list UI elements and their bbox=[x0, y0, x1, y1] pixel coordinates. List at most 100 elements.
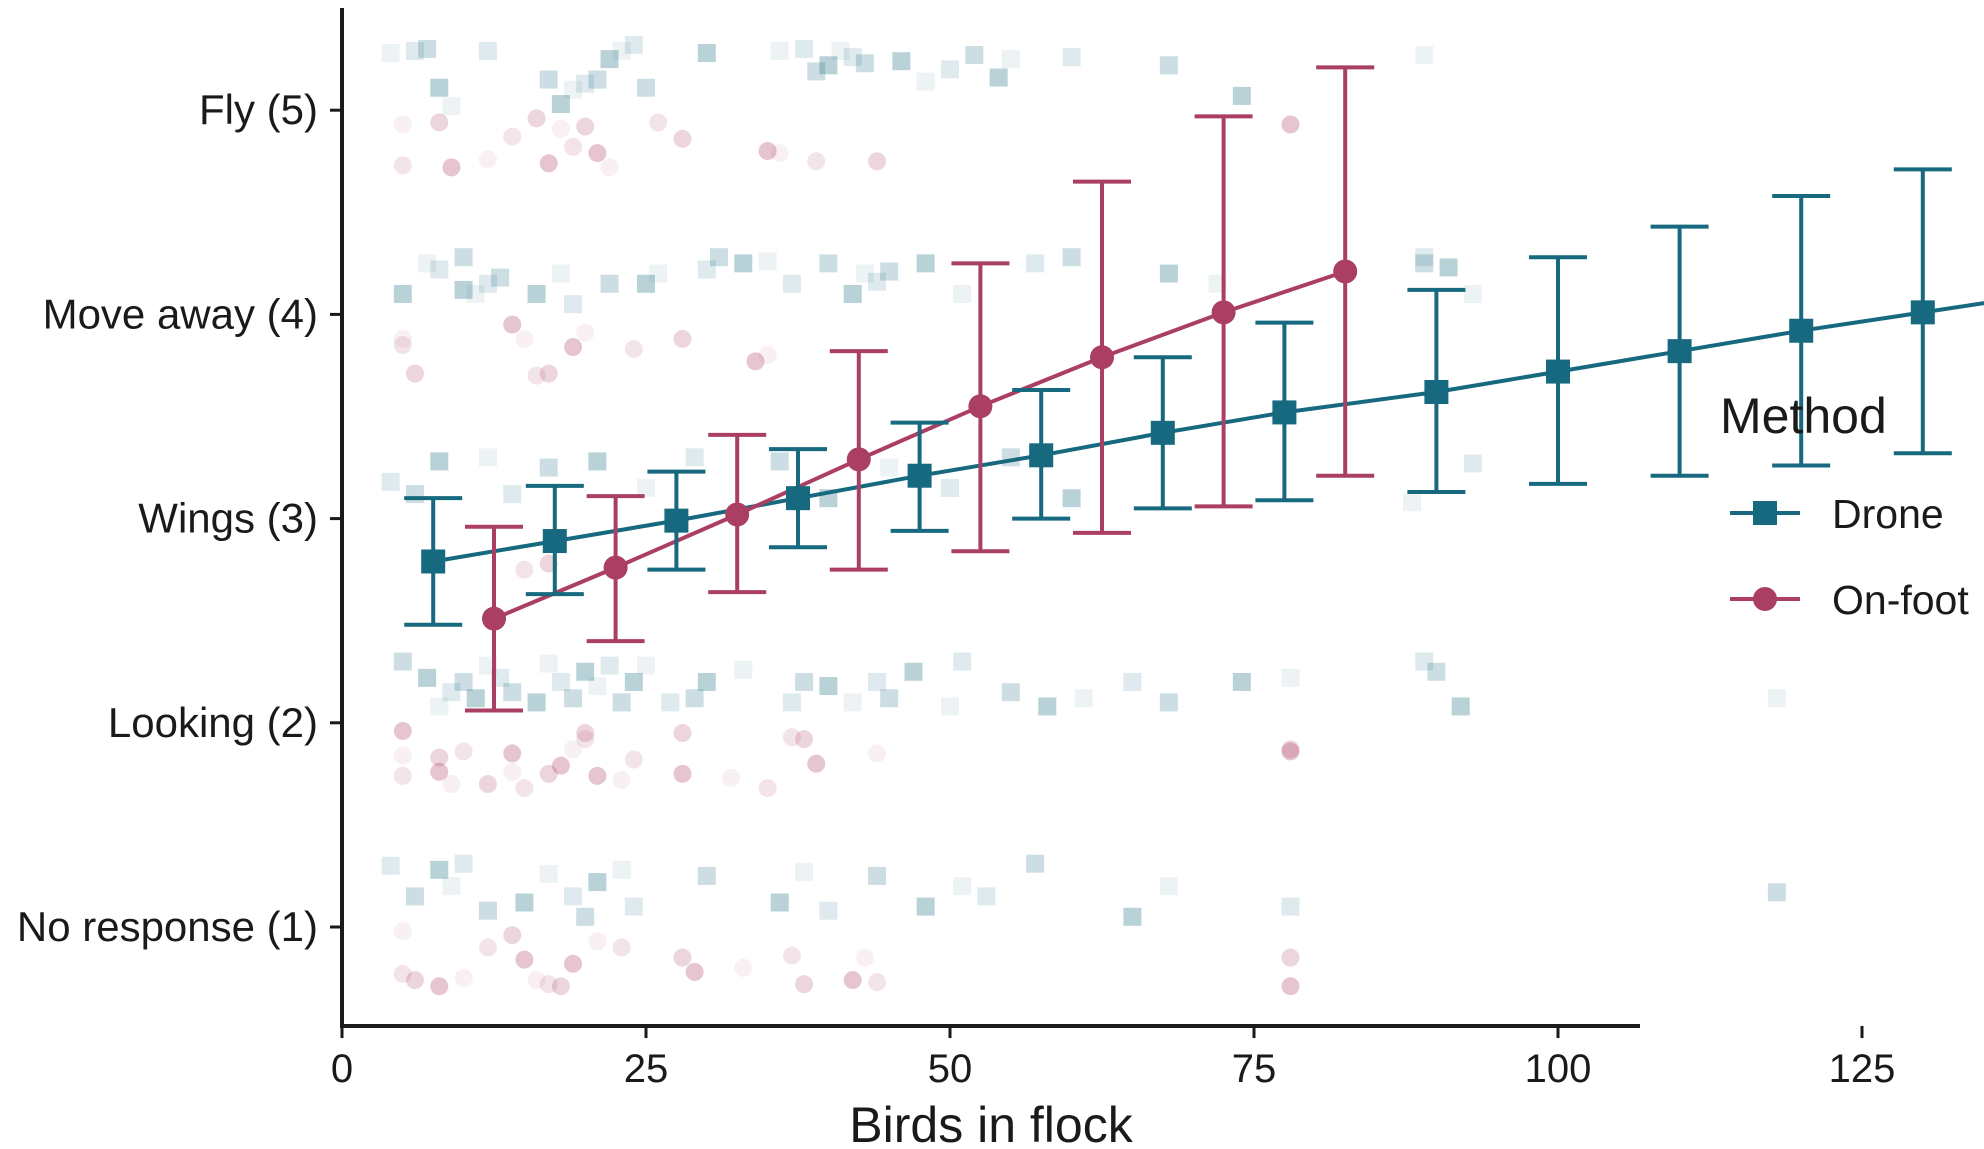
raw-point-drone bbox=[807, 62, 826, 81]
raw-point-drone bbox=[612, 860, 631, 879]
raw-point-drone bbox=[1062, 248, 1081, 267]
raw-point-on-foot bbox=[527, 366, 546, 385]
raw-point-drone bbox=[819, 901, 838, 920]
fitted-point-on-foot bbox=[846, 447, 871, 472]
fitted-point-drone bbox=[1150, 420, 1175, 445]
raw-point-on-foot bbox=[515, 560, 534, 579]
raw-point-drone bbox=[600, 50, 619, 69]
raw-point-drone bbox=[478, 274, 497, 293]
raw-point-drone bbox=[758, 252, 777, 271]
raw-point-on-foot bbox=[551, 119, 570, 138]
raw-point-drone bbox=[564, 689, 583, 708]
raw-point-on-foot bbox=[503, 762, 522, 781]
raw-point-on-foot bbox=[503, 127, 522, 146]
raw-point-on-foot bbox=[564, 137, 583, 156]
raw-point-on-foot bbox=[454, 742, 473, 761]
fitted-point-drone bbox=[1272, 400, 1297, 425]
raw-point-on-foot bbox=[807, 754, 826, 773]
raw-point-drone bbox=[1001, 683, 1020, 702]
y-tick-label: Fly (5) bbox=[199, 86, 318, 133]
raw-point-on-foot bbox=[758, 142, 777, 161]
raw-point-on-foot bbox=[673, 329, 692, 348]
raw-point-on-foot bbox=[564, 954, 583, 973]
raw-point-drone bbox=[734, 660, 753, 679]
raw-point-on-foot bbox=[551, 756, 570, 775]
raw-point-drone bbox=[697, 260, 716, 279]
x-ticks: 0255075100125150 bbox=[331, 1026, 1895, 1091]
raw-point-on-foot bbox=[782, 946, 801, 965]
fitted-point-drone bbox=[421, 549, 446, 574]
raw-point-on-foot bbox=[746, 352, 765, 371]
legend-label: On-foot bbox=[1832, 577, 1969, 623]
raw-point-on-foot bbox=[405, 971, 424, 990]
raw-point-on-foot bbox=[1281, 977, 1300, 996]
fitted-point-on-foot bbox=[482, 606, 506, 631]
raw-point-drone bbox=[503, 683, 522, 702]
raw-point-drone bbox=[795, 39, 814, 58]
raw-point-drone bbox=[539, 654, 558, 673]
raw-point-drone bbox=[576, 907, 595, 926]
raw-point-drone bbox=[551, 95, 570, 114]
raw-point-drone bbox=[1074, 689, 1093, 708]
raw-point-drone bbox=[381, 856, 400, 875]
raw-point-drone bbox=[953, 284, 972, 303]
raw-point-drone bbox=[1232, 672, 1251, 691]
raw-point-drone bbox=[418, 254, 437, 273]
raw-point-drone bbox=[515, 893, 534, 912]
raw-point-drone bbox=[1123, 672, 1142, 691]
raw-point-drone bbox=[941, 478, 959, 497]
raw-point-drone bbox=[819, 56, 838, 75]
raw-point-on-foot bbox=[405, 364, 424, 383]
raw-point-drone bbox=[916, 254, 935, 273]
raw-point-drone bbox=[430, 697, 449, 716]
legend-entry-drone: Drone bbox=[1730, 491, 1944, 537]
raw-point-drone bbox=[564, 887, 583, 906]
raw-point-drone bbox=[624, 897, 643, 916]
raw-point-on-foot bbox=[1281, 948, 1300, 967]
raw-point-drone bbox=[1439, 258, 1458, 277]
raw-point-drone bbox=[442, 683, 461, 702]
raw-point-drone bbox=[418, 668, 437, 687]
raw-point-drone bbox=[430, 260, 449, 279]
raw-point-drone bbox=[977, 887, 996, 906]
fitted-point-on-foot bbox=[603, 555, 628, 580]
raw-point-drone bbox=[527, 284, 546, 303]
raw-point-drone bbox=[770, 893, 789, 912]
fitted-point-drone bbox=[786, 486, 810, 511]
raw-point-drone bbox=[454, 672, 473, 691]
raw-point-drone bbox=[880, 689, 899, 708]
raw-point-drone bbox=[1159, 877, 1178, 896]
raw-point-on-foot bbox=[843, 971, 862, 990]
x-tick-label: 75 bbox=[1232, 1047, 1277, 1091]
raw-point-on-foot bbox=[855, 948, 874, 967]
raw-point-drone bbox=[868, 866, 887, 885]
raw-point-drone bbox=[405, 41, 424, 60]
raw-point-drone bbox=[381, 472, 400, 491]
fitted-point-on-foot bbox=[1090, 345, 1114, 370]
raw-point-drone bbox=[551, 264, 570, 283]
raw-point-drone bbox=[843, 693, 862, 712]
legend-entries: Drone On-foot bbox=[1730, 491, 1969, 623]
raw-point-on-foot bbox=[393, 721, 412, 740]
raw-point-on-foot bbox=[673, 948, 692, 967]
raw-point-drone bbox=[1415, 248, 1434, 267]
raw-point-on-foot bbox=[564, 740, 583, 759]
raw-point-drone bbox=[1038, 697, 1057, 716]
raw-point-drone bbox=[466, 284, 485, 303]
raw-point-drone bbox=[588, 452, 607, 471]
raw-point-on-foot bbox=[588, 932, 607, 951]
axes: No response (1) Looking (2) Wings (3) Move … bbox=[17, 8, 1895, 1149]
raw-point-on-foot bbox=[868, 152, 887, 171]
raw-point-drone bbox=[916, 897, 935, 916]
raw-point-drone bbox=[782, 693, 801, 712]
raw-point-drone bbox=[1281, 668, 1300, 687]
raw-point-on-foot bbox=[539, 364, 558, 383]
raw-point-drone bbox=[1159, 693, 1178, 712]
raw-point-on-foot bbox=[734, 958, 753, 977]
raw-point-drone bbox=[454, 280, 473, 299]
raw-point-drone bbox=[466, 689, 485, 708]
raw-point-drone bbox=[819, 254, 838, 273]
x-tick-label: 0 bbox=[331, 1047, 353, 1091]
raw-point-drone bbox=[661, 693, 680, 712]
raw-point-on-foot bbox=[868, 744, 887, 763]
